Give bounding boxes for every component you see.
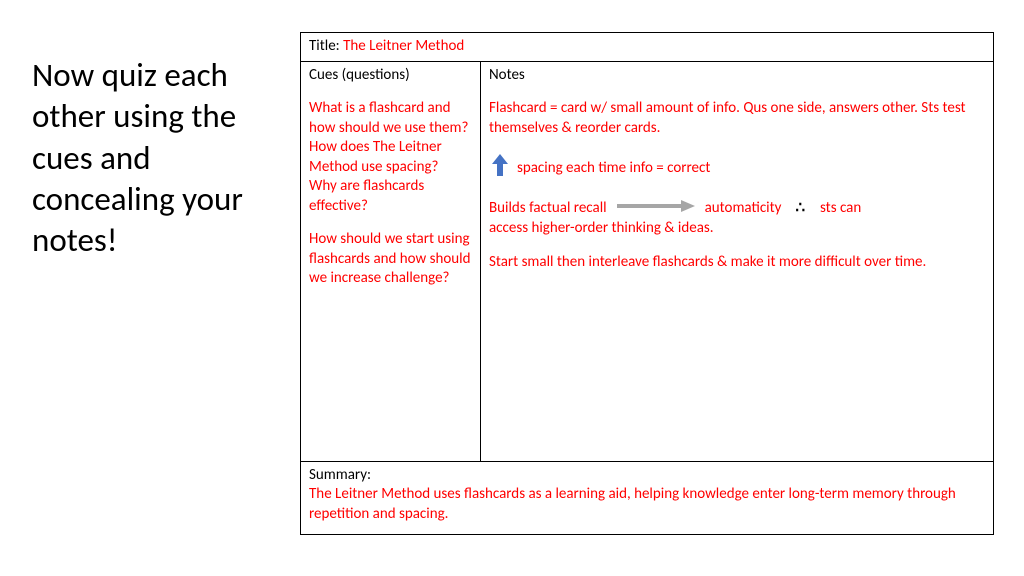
- cue-question-2: How does The Leitner Method use spacing?: [309, 138, 472, 177]
- title-value: The Leitner Method: [343, 37, 464, 55]
- therefore-icon: ∴: [795, 199, 806, 219]
- title-label: Title:: [309, 37, 343, 55]
- notes-column: Notes Flashcard = card w/ small amount o…: [481, 62, 993, 461]
- summary-row: Summary: The Leitner Method uses flashca…: [301, 462, 993, 535]
- note-spacing-line: spacing each time info = correct: [489, 152, 985, 185]
- summary-text: The Leitner Method uses flashcards as a …: [309, 485, 985, 524]
- cue-question-1: What is a flashcard and how should we us…: [309, 99, 472, 138]
- recall-part-c: sts can: [820, 199, 861, 219]
- instruction-text: Now quiz each other using the cues and c…: [32, 55, 277, 261]
- recall-part-d: access higher-order thinking & ideas.: [489, 219, 985, 239]
- cues-header: Cues (questions): [309, 66, 472, 86]
- cues-column: Cues (questions) What is a flashcard and…: [301, 62, 481, 461]
- recall-part-a: Builds factual recall: [489, 199, 607, 219]
- right-arrow-icon: [617, 199, 695, 220]
- cue-question-3: Why are flashcards effective?: [309, 177, 472, 216]
- summary-label: Summary:: [309, 466, 985, 486]
- note-4: Start small then interleave flashcards &…: [489, 253, 985, 273]
- cornell-notes-box: Title: The Leitner Method Cues (question…: [300, 32, 994, 535]
- note-1: Flashcard = card w/ small amount of info…: [489, 99, 985, 138]
- recall-part-b: automaticity: [705, 199, 782, 219]
- title-row: Title: The Leitner Method: [301, 33, 993, 62]
- note-recall-line: Builds factual recall automaticity ∴ sts…: [489, 199, 985, 239]
- notes-header: Notes: [489, 66, 985, 86]
- note-spacing-text: spacing each time info = correct: [517, 159, 710, 179]
- cue-question-4: How should we start using flashcards and…: [309, 230, 472, 289]
- up-arrow-icon: [491, 152, 509, 185]
- body-row: Cues (questions) What is a flashcard and…: [301, 62, 993, 462]
